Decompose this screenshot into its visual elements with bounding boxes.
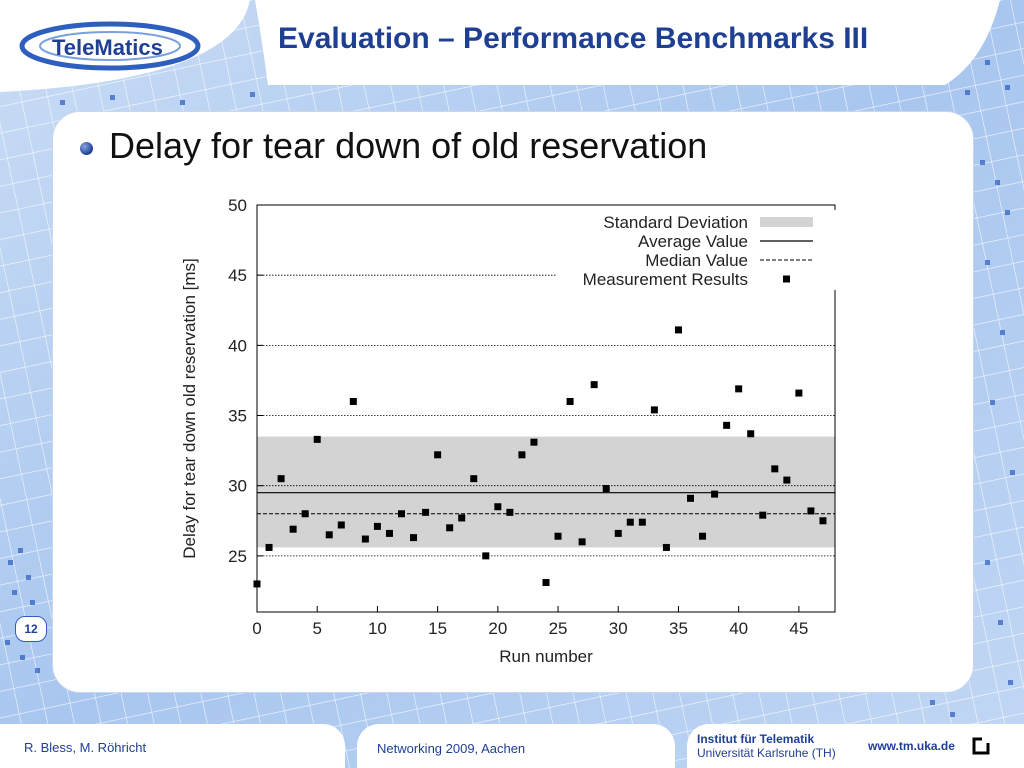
measurement-point	[458, 514, 466, 522]
legend-label: Measurement Results	[583, 270, 748, 289]
footer-url-link[interactable]: www.tm.uka.de	[868, 739, 955, 753]
legend-label: Standard Deviation	[603, 213, 748, 232]
x-tick-label: 40	[729, 619, 748, 638]
measurement-point	[518, 451, 526, 459]
logo-text: TeleMatics	[52, 35, 163, 60]
y-tick-label: 50	[228, 196, 247, 215]
measurement-point	[662, 543, 670, 551]
bullet-dot-icon	[80, 142, 93, 155]
measurement-point	[566, 397, 574, 405]
footer-authors: R. Bless, M. Röhricht	[24, 740, 147, 755]
y-tick-label: 40	[228, 336, 247, 355]
x-tick-label: 30	[609, 619, 628, 638]
measurement-point	[506, 508, 514, 516]
measurement-point	[265, 543, 273, 551]
measurement-point	[554, 532, 562, 540]
measurement-point	[313, 435, 321, 443]
slide-number: 12	[15, 616, 47, 642]
measurement-point	[674, 326, 682, 334]
measurement-point	[747, 430, 755, 438]
x-tick-label: 15	[428, 619, 447, 638]
telematics-logo: TeleMatics	[0, 0, 250, 92]
measurement-point	[735, 385, 743, 393]
measurement-point	[482, 552, 490, 560]
legend-label: Average Value	[638, 232, 748, 251]
measurement-point	[590, 381, 598, 389]
measurement-point	[626, 518, 634, 526]
measurement-point	[253, 580, 261, 588]
y-tick-label: 45	[228, 266, 247, 285]
delay-scatter-chart: 0 5 10 15 20 25 30 35 40 45 25 30 35 40 45 50 Standard…	[180, 196, 837, 666]
legend-label: Median Value	[645, 251, 748, 270]
measurement-point	[398, 510, 405, 518]
measurement-point	[530, 438, 538, 446]
x-tick-label: 25	[549, 619, 568, 638]
x-tick-label: 5	[312, 619, 321, 638]
measurement-point	[723, 421, 731, 429]
measurement-point	[349, 397, 357, 405]
x-axis-label: Run number	[499, 647, 593, 666]
std-deviation-band	[257, 436, 835, 548]
institute-name: Institut für Telematik	[697, 732, 815, 746]
footer-event: Networking 2009, Aachen	[377, 741, 526, 756]
x-axis-ticks: 0 5 10 15 20 25 30 35 40 45	[252, 606, 808, 638]
bullet-text: Delay for tear down of old reservation	[109, 125, 708, 166]
measurement-points	[253, 326, 827, 588]
y-tick-label: 35	[228, 407, 247, 426]
measurement-point	[470, 475, 478, 483]
measurement-point	[325, 531, 333, 539]
measurement-point	[373, 522, 381, 530]
plot-frame	[256, 204, 836, 613]
measurement-point	[807, 507, 815, 515]
grid-lines	[257, 274, 835, 557]
measurement-point	[638, 518, 646, 526]
measurement-point	[614, 529, 622, 537]
measurement-point	[277, 475, 285, 483]
measurement-point	[650, 406, 658, 414]
slide-title: Evaluation – Performance Benchmarks III	[278, 22, 869, 55]
y-tick-label: 25	[228, 547, 247, 566]
y-tick-label: 30	[228, 477, 247, 496]
measurement-point	[759, 511, 767, 519]
measurement-point	[819, 517, 827, 525]
measurement-point	[711, 490, 719, 498]
x-tick-label: 20	[488, 619, 507, 638]
y-axis-label: Delay for tear down old reservation [ms]	[180, 258, 199, 558]
x-tick-label: 45	[789, 619, 808, 638]
measurement-point	[699, 532, 707, 540]
measurement-point	[410, 534, 418, 542]
measurement-point	[771, 465, 779, 473]
measurement-point	[542, 579, 550, 587]
measurement-point	[578, 538, 586, 546]
x-tick-label: 35	[669, 619, 688, 638]
measurement-point	[434, 451, 442, 459]
footer-institute: Institut für Telematik Universität Karls…	[697, 732, 836, 760]
measurement-point	[687, 494, 694, 502]
measurement-point	[385, 529, 393, 537]
measurement-point	[783, 476, 791, 484]
footer-middle-panel	[357, 724, 675, 768]
footer	[0, 724, 1024, 768]
footer-left-panel	[0, 724, 345, 768]
measurement-point	[602, 484, 610, 492]
legend-key-std-deviation	[760, 217, 813, 227]
measurement-point	[494, 503, 502, 511]
measurement-point	[446, 524, 454, 532]
footer-right-panel	[687, 724, 1024, 768]
measurement-point	[795, 389, 803, 397]
measurement-point	[289, 525, 297, 533]
measurement-point	[301, 510, 309, 518]
measurement-point	[422, 508, 430, 516]
measurement-point	[361, 535, 369, 543]
x-tick-label: 0	[252, 619, 261, 638]
content-card	[52, 111, 974, 693]
measurement-point	[337, 521, 345, 529]
university-name: Universität Karlsruhe (TH)	[697, 746, 836, 760]
legend-key-measurement	[783, 275, 790, 283]
x-tick-label: 10	[368, 619, 387, 638]
institute-logo-icon	[972, 737, 990, 755]
y-axis-ticks: 25 30 35 40 45 50	[228, 196, 263, 566]
